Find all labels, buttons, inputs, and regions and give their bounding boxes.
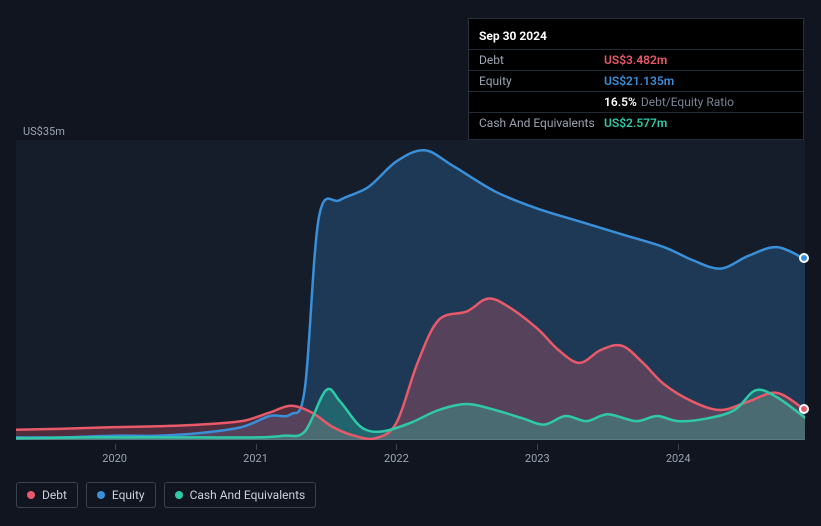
tooltip-row: Cash And EquivalentsUS$2.577m [469,112,803,133]
legend-label-debt: Debt [42,488,67,502]
tooltip-row-label [479,95,604,109]
tooltip-row: DebtUS$3.482m [469,49,803,70]
x-tick-label: 2022 [384,452,409,465]
chart-tooltip: Sep 30 2024 DebtUS$3.482mEquityUS$21.135… [468,18,804,140]
series-end-marker [799,253,809,263]
legend-label-equity: Equity [112,488,145,502]
legend-dot-debt [27,491,35,499]
legend-item-cash[interactable]: Cash And Equivalents [164,482,317,508]
y-axis-max-label: US$35m [23,125,65,138]
x-axis: 2020 2021 2022 2023 2024 [16,444,805,464]
tooltip-row-value: 16.5% [604,95,637,109]
tooltip-date: Sep 30 2024 [469,25,803,49]
tooltip-row-suffix: Debt/Equity Ratio [641,95,734,109]
tooltip-row: 16.5% Debt/Equity Ratio [469,91,803,112]
legend-item-debt[interactable]: Debt [16,482,78,508]
tooltip-row-label: Debt [479,53,604,67]
legend-dot-equity [97,491,105,499]
tooltip-row-value: US$21.135m [604,74,674,88]
area-chart [16,140,805,440]
tooltip-row: EquityUS$21.135m [469,70,803,91]
tooltip-row-value: US$2.577m [604,116,667,130]
x-tick-label: 2020 [102,452,127,465]
x-tick-label: 2023 [525,452,550,465]
x-tick-label: 2024 [666,452,691,465]
legend-item-equity[interactable]: Equity [86,482,156,508]
legend-label-cash: Cash And Equivalents [190,488,306,502]
tooltip-row-value: US$3.482m [604,53,667,67]
x-tick-label: 2021 [243,452,268,465]
chart-legend: Debt Equity Cash And Equivalents [16,482,316,508]
tooltip-row-label: Equity [479,74,604,88]
tooltip-row-label: Cash And Equivalents [479,116,604,130]
series-end-marker [799,404,809,414]
legend-dot-cash [175,491,183,499]
